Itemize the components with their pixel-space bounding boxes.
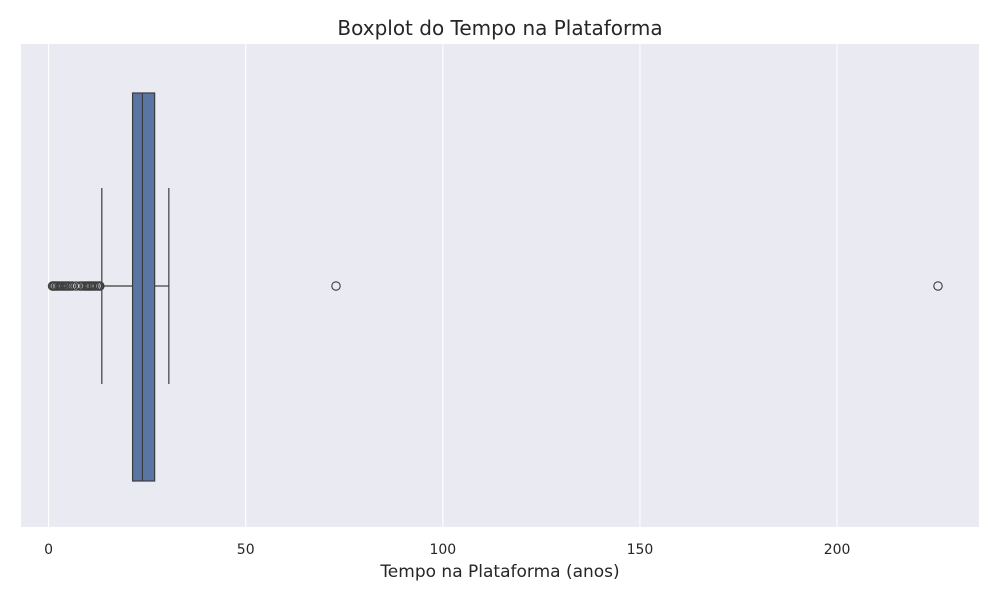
plot-area <box>21 44 979 527</box>
x-axis-ticks: 0 50 100 150 200 <box>44 542 850 558</box>
x-tick-label-2: 100 <box>429 542 456 558</box>
x-tick-label-1: 50 <box>237 542 255 558</box>
x-tick-label-4: 200 <box>824 542 851 558</box>
iqr-box <box>131 92 156 482</box>
x-tick-label-0: 0 <box>44 542 53 558</box>
outliers <box>47 281 943 291</box>
x-tick-label-3: 150 <box>627 542 654 558</box>
outlier-point-28 <box>933 281 943 291</box>
chart-title: Boxplot do Tempo na Plataforma <box>337 16 662 40</box>
x-axis-label: Tempo na Plataforma (anos) <box>379 562 619 582</box>
grid-lines <box>48 44 838 527</box>
outlier-point-27 <box>331 281 341 291</box>
outlier-point-26 <box>95 281 105 291</box>
box-group <box>101 92 170 482</box>
